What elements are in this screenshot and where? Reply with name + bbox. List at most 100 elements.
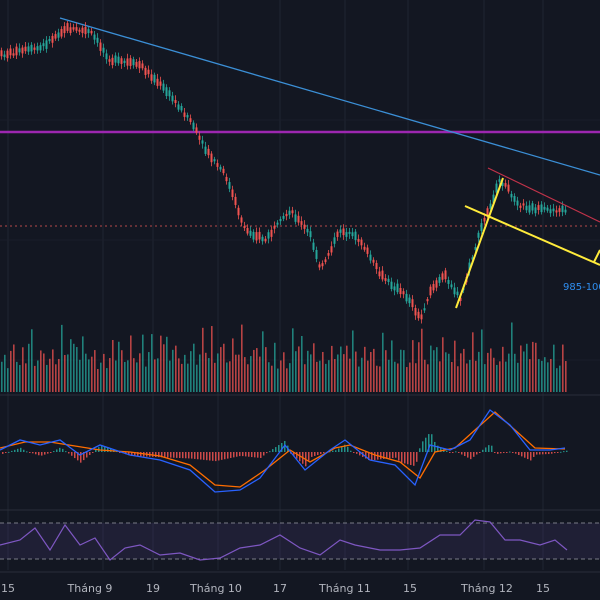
candle-64	[192, 122, 195, 130]
volume-bar-14	[43, 353, 45, 392]
macd-hist-143	[431, 434, 433, 452]
macd-hist-123	[371, 452, 373, 461]
volume-bar-96	[289, 363, 291, 392]
descending-trendline[interactable]	[59, 17, 600, 176]
volume-bar-50	[151, 334, 153, 392]
macd-hist-90	[272, 449, 274, 452]
candle-124	[372, 259, 375, 263]
macd-hist-5	[17, 448, 19, 452]
macd-hist-68	[206, 452, 208, 461]
macd-hist-80	[242, 452, 244, 457]
candle-10	[30, 44, 33, 52]
macd-hist-78	[236, 452, 238, 457]
volume-bar-106	[319, 360, 321, 392]
candle-149	[447, 279, 450, 284]
volume-bar-93	[280, 360, 282, 392]
volume-bar-87	[262, 331, 264, 392]
volume-bar-134	[403, 350, 405, 392]
volume-bar-109	[328, 360, 330, 392]
macd-hist-22	[68, 452, 70, 454]
candle-8	[24, 46, 27, 52]
volume-bar-67	[202, 327, 204, 392]
candle-145	[435, 280, 438, 288]
volume-bar-104	[313, 343, 315, 392]
candle-61	[183, 112, 186, 117]
macd-hist-133	[401, 452, 403, 463]
macd-hist-184	[554, 452, 556, 454]
volume-bar-162	[487, 352, 489, 392]
macd-hist-84	[254, 452, 256, 458]
candle-133	[399, 287, 402, 295]
candle-57	[171, 95, 174, 102]
candle-161	[483, 217, 486, 222]
candle-158	[474, 247, 477, 250]
volume-bar-5	[16, 361, 18, 392]
volume-bar-56	[169, 360, 171, 392]
time-axis-label-2: 19	[146, 582, 160, 595]
macd-hist-163	[491, 445, 493, 452]
volume-bar-17	[52, 349, 54, 392]
macd-hist-152	[458, 452, 460, 453]
volume-bar-119	[358, 366, 360, 392]
volume-bar-23	[70, 339, 72, 392]
macd-hist-20	[62, 448, 64, 452]
channel-lower-line[interactable]	[464, 205, 600, 266]
macd-hist-18	[56, 449, 58, 452]
volume-bar-129	[388, 359, 390, 392]
time-axis-label-6: 15	[403, 582, 417, 595]
channel-upper-line[interactable]	[487, 167, 600, 223]
volume-bar-127	[382, 332, 384, 392]
macd-hist-107	[323, 452, 325, 454]
volume-bar-28	[85, 353, 87, 392]
macd-hist-117	[353, 452, 355, 453]
volume-bar-133	[400, 349, 402, 392]
volume-bar-146	[439, 361, 441, 392]
volume-bar-47	[142, 334, 144, 392]
macd-hist-146	[440, 447, 442, 452]
candle-13	[39, 45, 42, 51]
volume-bar-37	[112, 339, 114, 392]
candle-29	[87, 29, 90, 34]
candle-15	[45, 40, 48, 49]
volume-bar-52	[157, 358, 159, 392]
candle-92	[276, 222, 279, 225]
volume-bar-124	[373, 348, 375, 392]
volume-bar-179	[538, 359, 540, 392]
candle-46	[138, 61, 141, 69]
volume-bar-131	[394, 361, 396, 392]
volume-bar-122	[367, 360, 369, 392]
volume-bar-81	[244, 357, 246, 392]
volume-bar-72	[217, 353, 219, 392]
volume-bar-158	[475, 360, 477, 392]
candle-131	[393, 286, 396, 291]
macd-hist-14	[44, 452, 46, 455]
volume-bar-118	[355, 351, 357, 392]
volume-bar-45	[136, 362, 138, 392]
candle-1	[3, 54, 6, 58]
macd-hist-92	[278, 445, 280, 452]
candle-90	[270, 229, 273, 237]
volume-bar-27	[82, 336, 84, 392]
macd-hist-55	[167, 452, 169, 458]
volume-bar-33	[100, 362, 102, 392]
candle-181	[543, 206, 546, 210]
candle-11	[33, 47, 36, 50]
candle-165	[495, 183, 498, 193]
channel-projection-line[interactable]	[593, 249, 600, 263]
candle-188	[564, 209, 567, 213]
macd-hist-29	[89, 452, 91, 455]
channel-impulse-line[interactable]	[455, 177, 504, 309]
candle-18	[54, 34, 57, 39]
volume-bar-138	[415, 363, 417, 392]
candle-89	[267, 232, 270, 239]
candle-159	[477, 232, 480, 238]
time-axis-label-1: Tháng 9	[67, 582, 113, 595]
macd-hist-26	[80, 452, 82, 463]
candle-49	[147, 69, 150, 75]
macd-hist-167	[503, 452, 505, 453]
candle-138	[414, 307, 417, 316]
macd-hist-104	[314, 452, 316, 456]
candle-110	[330, 246, 333, 253]
